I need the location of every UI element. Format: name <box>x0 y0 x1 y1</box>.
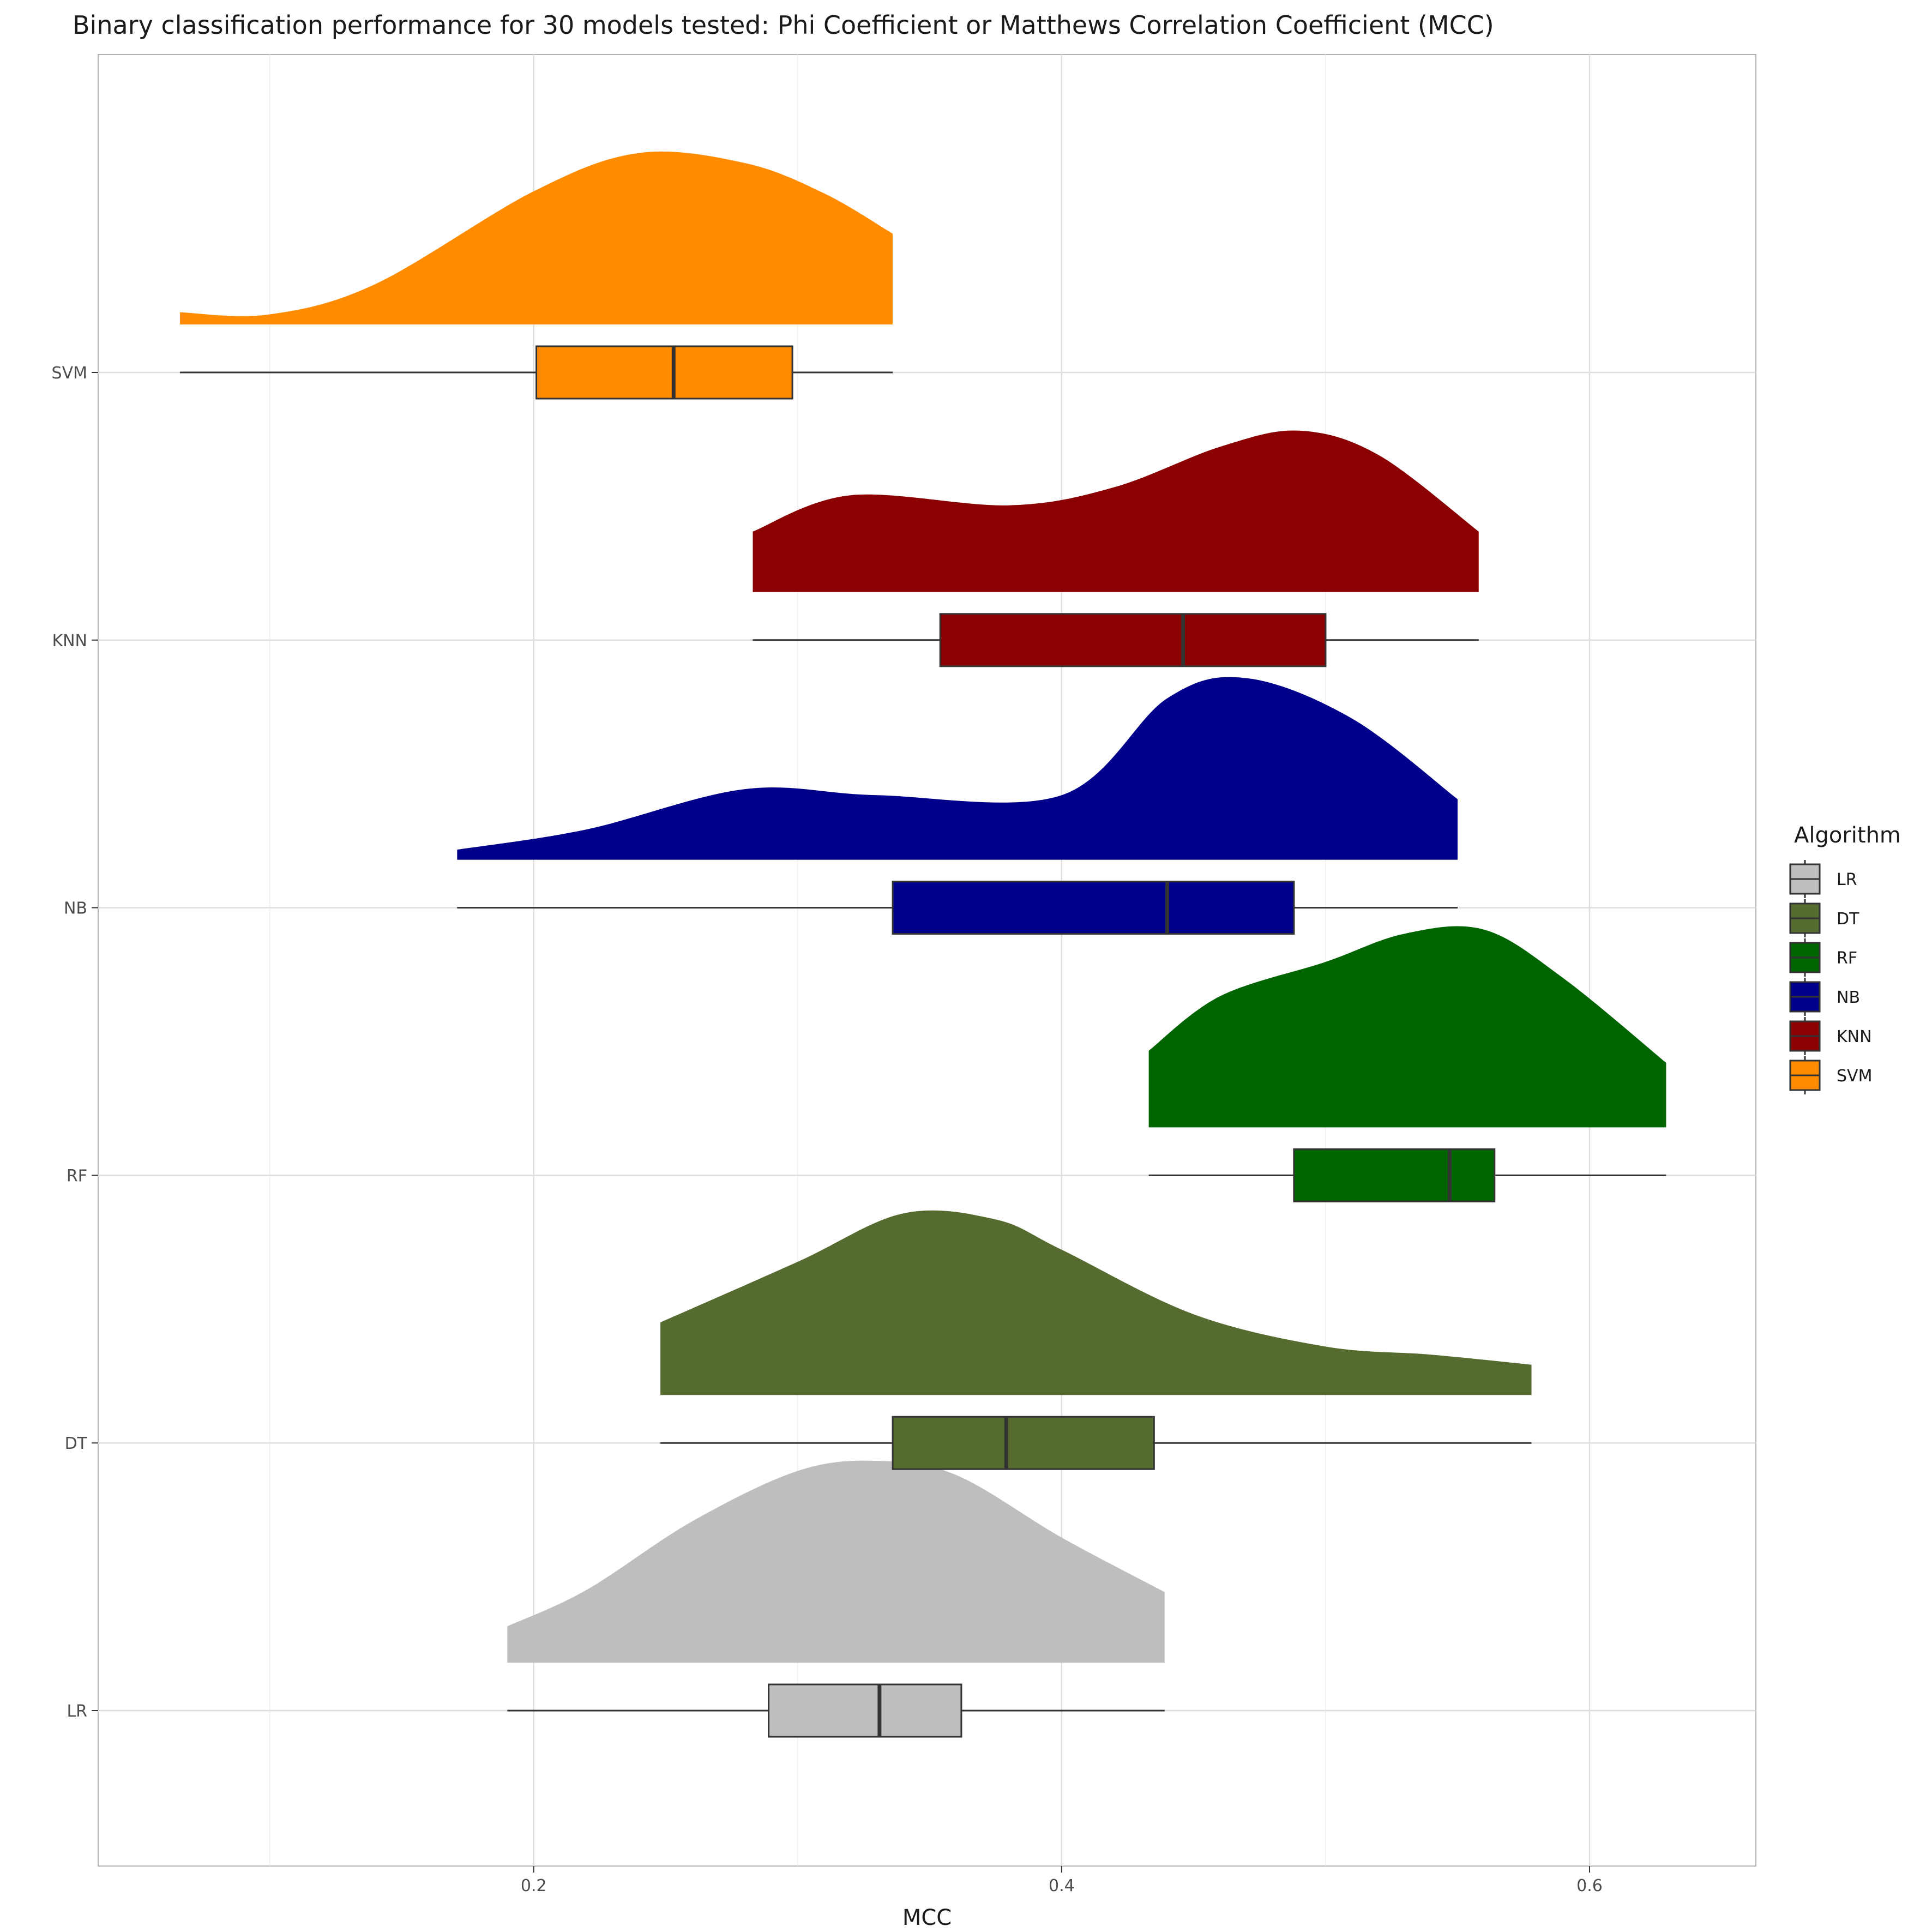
legend-label-knn: KNN <box>1837 1027 1872 1046</box>
legend-label-rf: RF <box>1837 949 1857 968</box>
x-tick-label: 0.2 <box>521 1876 547 1895</box>
x-axis-title: MCC <box>902 1905 952 1930</box>
density-knn <box>753 430 1479 592</box>
legend-item-lr: LR <box>1789 860 1857 898</box>
legend-item-rf: RF <box>1789 938 1857 977</box>
legend-label-svm: SVM <box>1837 1067 1872 1086</box>
density-nb <box>457 677 1458 860</box>
box-lr <box>768 1683 962 1738</box>
legend-label-nb: NB <box>1837 988 1860 1007</box>
x-axis-ticks: 0.2 0.4 0.6 <box>521 1866 1603 1895</box>
x-tick-label: 0.6 <box>1576 1876 1603 1895</box>
density-svm <box>180 151 893 324</box>
y-tick-label-knn: KNN <box>52 631 87 651</box>
density-clouds <box>180 151 1666 1663</box>
density-rf <box>1148 926 1666 1128</box>
chart-title: Binary classification performance for 30… <box>73 10 1494 40</box>
y-tick-label-rf: RF <box>67 1166 87 1185</box>
box-svm <box>535 345 793 400</box>
legend-items: LR DT RF NB KNN SVM <box>1789 860 1872 1094</box>
y-tick-label-dt: DT <box>65 1434 88 1453</box>
y-tick-label-svm: SVM <box>52 364 87 383</box>
y-axis-ticks: LR DT RF NB KNN SVM <box>52 364 98 1721</box>
density-lr <box>507 1460 1165 1663</box>
box-nb <box>892 881 1295 935</box>
legend-item-knn: KNN <box>1789 1017 1872 1055</box>
boxplots <box>180 345 1666 1738</box>
y-tick-label-lr: LR <box>67 1702 87 1721</box>
box-knn <box>939 613 1327 667</box>
legend-label-dt: DT <box>1837 910 1859 929</box>
legend-item-dt: DT <box>1789 899 1859 937</box>
legend: Algorithm LR DT RF NB KNN SVM <box>1789 823 1901 1094</box>
box-dt <box>892 1416 1155 1470</box>
box-rf <box>1293 1148 1496 1202</box>
legend-item-svm: SVM <box>1789 1056 1872 1094</box>
legend-item-nb: NB <box>1789 978 1860 1016</box>
density-dt <box>660 1210 1532 1395</box>
y-tick-label-nb: NB <box>64 899 87 918</box>
legend-label-lr: LR <box>1837 870 1857 889</box>
legend-title: Algorithm <box>1794 823 1901 848</box>
x-tick-label: 0.4 <box>1049 1876 1075 1895</box>
